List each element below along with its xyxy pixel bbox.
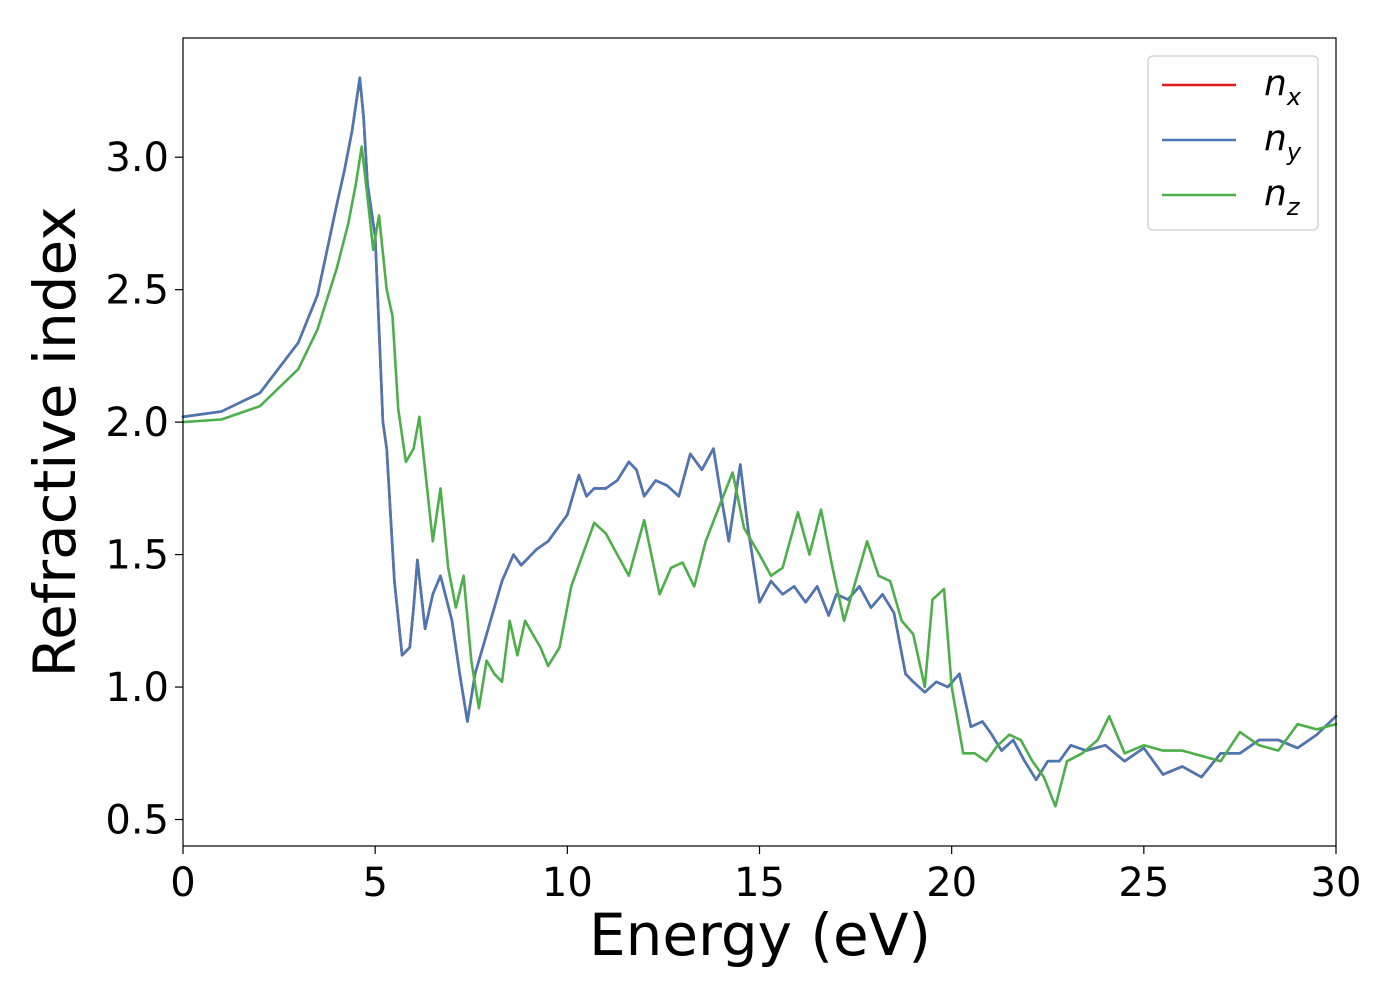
x-axis-ticks: 0 5 10 15 20 25 30 — [170, 846, 1361, 906]
legend-label-base: n — [1264, 118, 1287, 159]
x-tick-label: 5 — [362, 860, 387, 906]
x-tick-label: 0 — [170, 860, 195, 906]
series-line-y — [181, 76, 1338, 782]
x-tick-label: 15 — [734, 860, 785, 906]
y-tick-label: 1.0 — [105, 665, 169, 711]
legend-label-base: n — [1264, 173, 1287, 214]
legend-label-base: n — [1264, 63, 1287, 104]
y-axis-label: Refractive index — [21, 206, 89, 677]
y-axis-ticks: 0.5 1.0 1.5 2.0 2.5 3.0 — [105, 135, 183, 844]
legend-label-x: nx — [1264, 63, 1302, 111]
y-tick-label: 2.5 — [105, 268, 169, 314]
x-tick-label: 30 — [1311, 860, 1362, 906]
y-tick-label: 0.5 — [105, 798, 169, 844]
series-lines — [181, 76, 1338, 808]
legend-label-subscript: z — [1286, 193, 1301, 221]
legend-label-subscript: y — [1286, 138, 1302, 166]
x-tick-label: 25 — [1118, 860, 1169, 906]
y-tick-label: 2.0 — [105, 400, 169, 446]
y-tick-label: 3.0 — [105, 135, 169, 181]
legend-label-z: nz — [1264, 173, 1301, 221]
legend-label-y: ny — [1264, 118, 1302, 166]
x-axis-label: Energy (eV) — [589, 901, 931, 969]
y-tick-label: 1.5 — [105, 533, 169, 579]
legend-box — [1147, 55, 1319, 231]
x-tick-label: 20 — [926, 860, 977, 906]
x-tick-label: 10 — [542, 860, 593, 906]
legend-label-subscript: x — [1286, 83, 1302, 111]
series-line-z — [181, 145, 1338, 808]
